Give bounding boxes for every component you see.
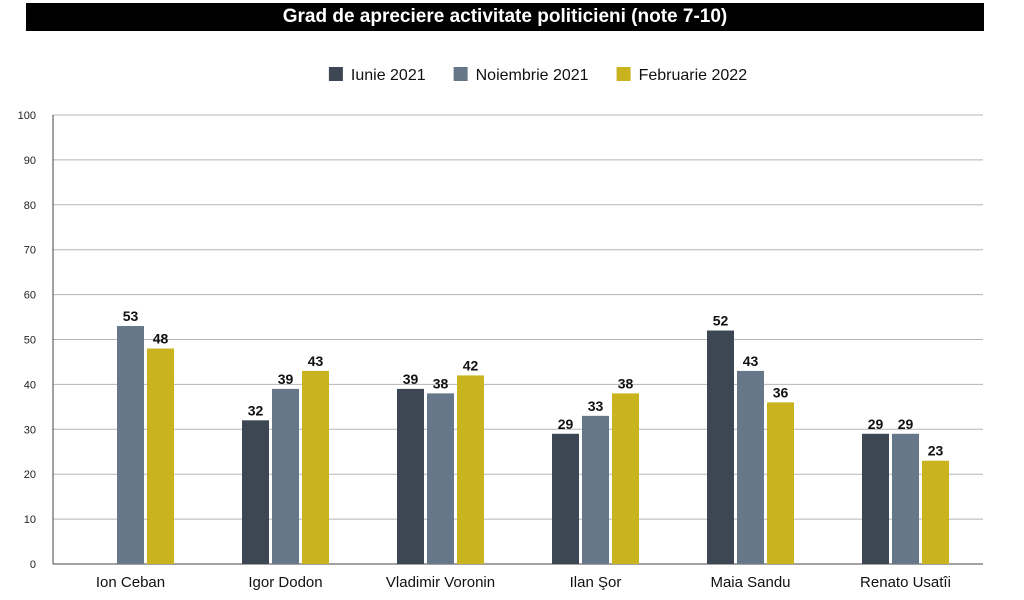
bar	[117, 326, 144, 564]
bar	[922, 460, 949, 564]
bar-value-label: 43	[308, 353, 324, 369]
legend-label: Noiembrie 2021	[476, 67, 589, 84]
chart-title: Grad de apreciere activitate politicieni…	[26, 3, 984, 31]
bar	[767, 402, 794, 564]
legend-swatch	[453, 67, 468, 81]
legend: Iunie 2021 Noiembrie 2021 Februarie 2022	[328, 67, 748, 84]
bar-value-label: 33	[588, 398, 604, 414]
bar	[552, 433, 579, 564]
x-category-label: Ilan Şor	[570, 574, 622, 591]
bar	[612, 393, 639, 564]
legend-swatch	[328, 67, 343, 81]
x-category-label: Maia Sandu	[710, 574, 790, 591]
legend-label: Iunie 2021	[351, 67, 426, 84]
y-tick-label: 60	[24, 290, 36, 302]
bar-value-label: 39	[278, 371, 294, 387]
bar	[397, 388, 424, 564]
y-tick-label: 90	[24, 155, 36, 167]
bar	[302, 370, 329, 564]
bar-value-label: 36	[773, 384, 789, 400]
bar	[272, 388, 299, 564]
x-category-label: Igor Dodon	[248, 574, 322, 591]
bar	[427, 393, 454, 564]
x-axis-labels: Ion Ceban Igor Dodon Vladimir Voronin Ilan …	[96, 574, 951, 591]
x-category-label: Vladimir Voronin	[386, 574, 495, 591]
bar-value-label: 38	[433, 375, 449, 391]
bar-value-label: 43	[743, 353, 759, 369]
bar	[147, 348, 174, 564]
legend-label: Februarie 2022	[639, 67, 748, 84]
bar-value-label: 53	[123, 308, 139, 324]
bar	[892, 433, 919, 564]
bar	[582, 415, 609, 564]
bar	[862, 433, 889, 564]
bar	[707, 330, 734, 564]
y-tick-label: 70	[24, 245, 36, 257]
bar	[242, 420, 269, 564]
y-tick-label: 20	[24, 469, 36, 481]
y-tick-label: 10	[24, 514, 36, 526]
bar-value-label: 29	[868, 416, 884, 432]
gridlines	[52, 114, 983, 565]
y-tick-label: 100	[18, 110, 36, 122]
bar-value-label: 48	[153, 330, 169, 346]
x-category-label: Renato Usatîi	[860, 574, 951, 591]
y-tick-label: 80	[24, 200, 36, 212]
bar	[457, 375, 484, 564]
bars: 53 48 32 39 43 39 38 42 29 33 38 52 43 36 29 29 23	[117, 308, 949, 564]
bar-value-label: 23	[928, 443, 944, 459]
bar-value-label: 29	[898, 416, 914, 432]
y-axis-ticks: 0 10 20 30 40 50 60 70 80 90 100	[18, 110, 36, 571]
y-tick-label: 0	[30, 559, 36, 571]
y-tick-label: 40	[24, 379, 36, 391]
legend-swatch	[616, 67, 631, 81]
bar-value-label: 32	[248, 402, 264, 418]
bar-value-label: 38	[618, 375, 634, 391]
bar	[737, 370, 764, 564]
bar-value-label: 29	[558, 416, 574, 432]
bar-value-label: 52	[713, 313, 729, 329]
x-category-label: Ion Ceban	[96, 574, 165, 591]
y-tick-label: 30	[24, 424, 36, 436]
bar-value-label: 39	[403, 371, 419, 387]
bar-value-label: 42	[463, 357, 479, 373]
y-tick-label: 50	[24, 335, 36, 347]
